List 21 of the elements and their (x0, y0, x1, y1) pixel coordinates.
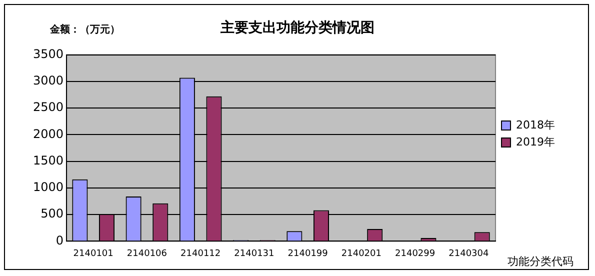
y-tick-label: 0 (56, 233, 64, 248)
y-tick-label: 3500 (32, 46, 64, 61)
y-tick-label: 3000 (32, 74, 64, 88)
y-tick-label: 500 (40, 206, 64, 221)
legend-label: 2019年 (516, 135, 556, 148)
x-tick-label: 2140199 (288, 248, 328, 259)
legend-label: 2018年 (516, 118, 556, 132)
x-tick-label: 2140101 (73, 248, 114, 259)
x-tick-label: 2140299 (395, 248, 436, 259)
y-tick-label: 1000 (32, 180, 64, 194)
x-axis-title: 功能分类代码 (508, 255, 574, 268)
y-tick-label: 2000 (32, 126, 64, 141)
x-tick-label: 2140131 (234, 248, 274, 259)
x-tick-label: 2140304 (448, 248, 490, 259)
y-tick-label: 2500 (32, 100, 64, 114)
x-tick-label: 2140201 (341, 248, 382, 259)
y-axis-title: 金额：（万元） (49, 24, 120, 36)
x-tick-label: 2140112 (180, 248, 221, 259)
y-tick-label: 1500 (32, 153, 64, 168)
x-tick-label: 2140106 (126, 248, 168, 259)
chart-title: 主要支出功能分类情况图 (220, 19, 374, 36)
